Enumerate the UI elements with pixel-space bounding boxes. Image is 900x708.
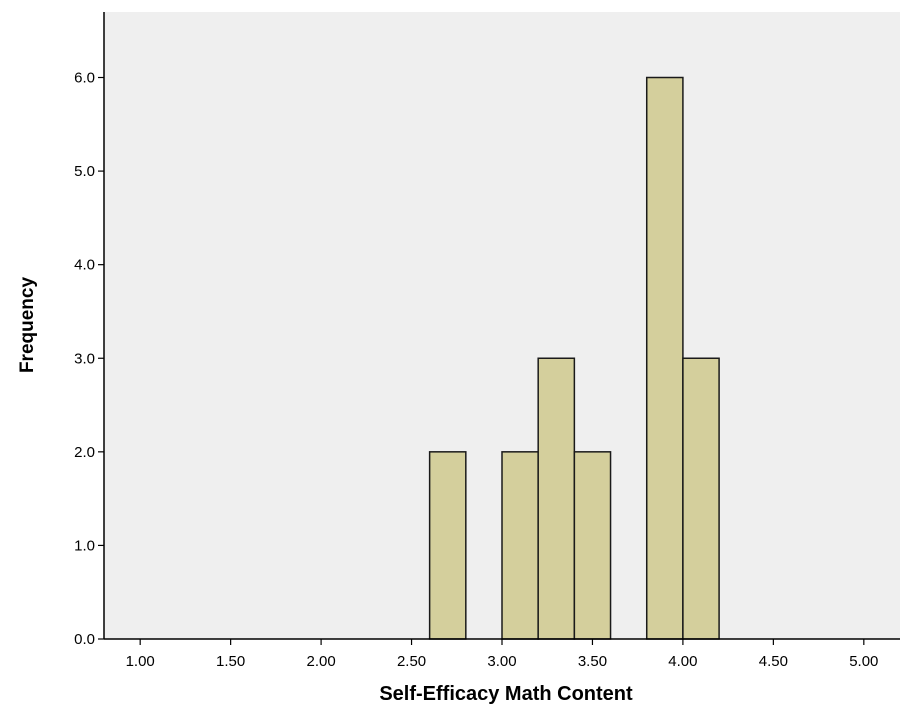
y-tick-label: 1.0 (74, 537, 95, 554)
histogram-bar (428, 451, 467, 640)
bars-group (428, 76, 720, 640)
y-tick-label: 4.0 (74, 257, 95, 274)
histogram-bar (682, 357, 720, 640)
y-axis-title: Frequency (17, 277, 38, 374)
x-tick-label: 1.50 (216, 653, 245, 670)
histogram-bar (573, 451, 612, 640)
x-tick-label: 3.50 (578, 653, 607, 670)
x-tick-label: 3.00 (487, 653, 516, 670)
y-axis-ticks: 0.0 1.0 2.0 3.0 4.0 5.0 6.0 (74, 70, 104, 648)
histogram-bar (537, 357, 576, 640)
x-tick-label: 5.00 (849, 653, 878, 670)
y-tick-label: 3.0 (74, 350, 95, 367)
histogram-bar (645, 76, 684, 640)
x-tick-label: 4.00 (668, 653, 697, 670)
x-axis-title: Self-Efficacy Math Content (379, 683, 633, 705)
y-tick-label: 5.0 (74, 163, 95, 180)
y-tick-label: 0.0 (74, 631, 95, 648)
y-tick-label: 2.0 (74, 444, 95, 461)
x-tick-label: 1.00 (126, 653, 155, 670)
x-tick-label: 4.50 (759, 653, 788, 670)
x-tick-label: 2.00 (306, 653, 335, 670)
y-tick-label: 6.0 (74, 70, 95, 87)
histogram-bar (501, 451, 539, 640)
x-tick-label: 2.50 (397, 653, 426, 670)
x-axis-ticks: 1.00 1.50 2.00 2.50 3.00 3.50 4.00 4.50 5.00 (126, 639, 878, 670)
